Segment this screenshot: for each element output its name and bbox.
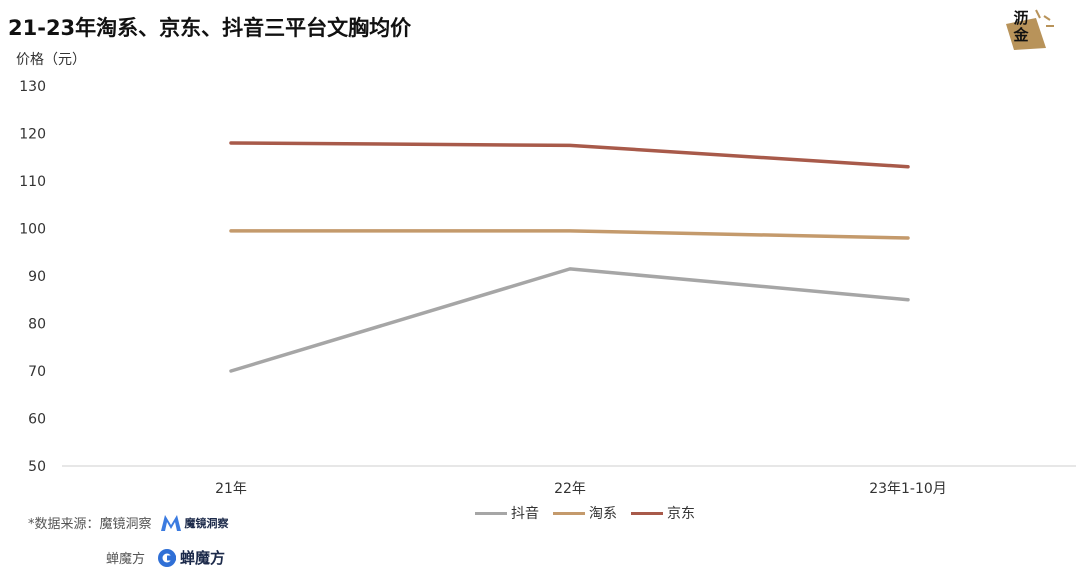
legend-item: 淘系 bbox=[553, 503, 617, 523]
series-line bbox=[229, 141, 910, 169]
y-tick-label: 110 bbox=[19, 174, 46, 190]
legend-label: 抖音 bbox=[511, 506, 539, 522]
y-tick-label: 60 bbox=[28, 412, 46, 428]
source-brand-name: 魔镜洞察 bbox=[184, 516, 229, 530]
box-logo-icon bbox=[1006, 9, 1054, 50]
y-tick-label: 70 bbox=[28, 364, 46, 380]
y-tick-label: 120 bbox=[19, 127, 46, 143]
series-line bbox=[229, 267, 910, 373]
data-credit: 蝉魔方 蝉魔方 bbox=[106, 547, 225, 568]
c-logo-icon bbox=[158, 548, 177, 567]
y-tick-label: 80 bbox=[28, 317, 46, 333]
y-tick-label: 100 bbox=[19, 222, 46, 238]
line-chart: 50 60 70 80 90 100 110 120 130 21年 22年 23年1-10月 bbox=[19, 79, 1076, 497]
legend-label: 淘系 bbox=[589, 506, 617, 522]
credit-brand: 蝉魔方 bbox=[157, 547, 225, 568]
y-axis-ticks: 50 60 70 80 90 100 110 120 130 bbox=[19, 79, 46, 475]
credit-brand-name: 蝉魔方 bbox=[180, 549, 226, 567]
x-tick-label: 23年1-10月 bbox=[869, 481, 947, 497]
data-source: *数据来源：魔镜洞察 魔镜洞察 bbox=[28, 513, 229, 532]
legend-swatch bbox=[631, 511, 663, 515]
brand-logo: 沥金 bbox=[1000, 4, 1060, 54]
legend-item: 抖音 bbox=[475, 503, 539, 523]
logo-text: 沥金 bbox=[1013, 9, 1029, 44]
m-logo-icon bbox=[160, 514, 181, 531]
y-axis-label: 价格（元） bbox=[16, 52, 86, 68]
legend-label: 京东 bbox=[667, 506, 695, 522]
source-label: *数据来源：魔镜洞察 bbox=[28, 517, 152, 532]
y-tick-label: 50 bbox=[28, 459, 46, 475]
legend-swatch bbox=[475, 511, 507, 515]
x-axis-ticks: 21年 22年 23年1-10月 bbox=[215, 481, 947, 497]
y-tick-label: 130 bbox=[19, 79, 46, 95]
source-brand: 魔镜洞察 bbox=[160, 514, 229, 532]
chart-legend: 抖音 淘系 京东 bbox=[475, 503, 695, 523]
legend-item: 京东 bbox=[631, 503, 695, 523]
y-tick-label: 90 bbox=[28, 269, 46, 285]
x-tick-label: 21年 bbox=[215, 481, 247, 497]
legend-swatch bbox=[553, 511, 585, 515]
x-tick-label: 22年 bbox=[554, 481, 586, 497]
series-line bbox=[229, 229, 910, 240]
credit-label: 蝉魔方 bbox=[106, 552, 146, 567]
chart-title: 21-23年淘系、京东、抖音三平台文胸均价 bbox=[8, 16, 412, 40]
series-lines bbox=[229, 141, 910, 373]
